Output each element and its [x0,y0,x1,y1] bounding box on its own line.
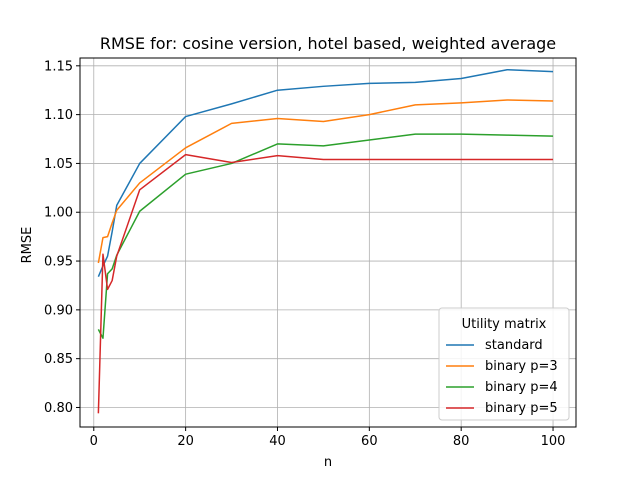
y-tick-label: 1.10 [44,108,73,123]
series-line-binary-p-4 [97,133,554,339]
series-line-binary-p-5 [97,153,554,414]
x-tick-label: 100 [541,434,566,449]
legend: Utility matrix standard binary p=3 binary … [438,307,570,421]
y-tick-label: 0.80 [44,401,73,416]
y-tick-label: 0.85 [44,352,73,367]
x-tick-label: 80 [453,434,470,449]
y-tick-label: 0.95 [44,255,73,270]
legend-box [438,307,570,421]
legend-label: binary p=3 [485,359,558,374]
series-lines [97,68,554,414]
legend-label: binary p=5 [485,401,558,416]
chart-title: RMSE for: cosine version, hotel based, w… [100,34,556,53]
x-axis-label: n [324,455,332,470]
x-tick-label: 60 [361,434,378,449]
plot-area-frame [79,57,577,428]
y-axis-label: RMSE [20,227,35,264]
x-tick-label: 0 [90,434,98,449]
grid [80,58,576,427]
y-tick-label: 1.05 [44,157,73,172]
legend-label: standard [485,338,543,353]
axis-ticks: 0 20 40 60 80 100 0.80 0.85 0.90 0.95 1.00 1.05 1.10… [44,59,565,449]
series-line-binary-p-3 [97,99,554,264]
y-tick-label: 0.90 [44,303,73,318]
x-tick-label: 20 [177,434,194,449]
series-line-standard [97,68,554,277]
x-tick-label: 40 [269,434,286,449]
y-tick-label: 1.15 [44,59,73,74]
legend-label: binary p=4 [485,380,558,395]
y-tick-label: 1.00 [44,206,73,221]
legend-title: Utility matrix [462,317,547,332]
